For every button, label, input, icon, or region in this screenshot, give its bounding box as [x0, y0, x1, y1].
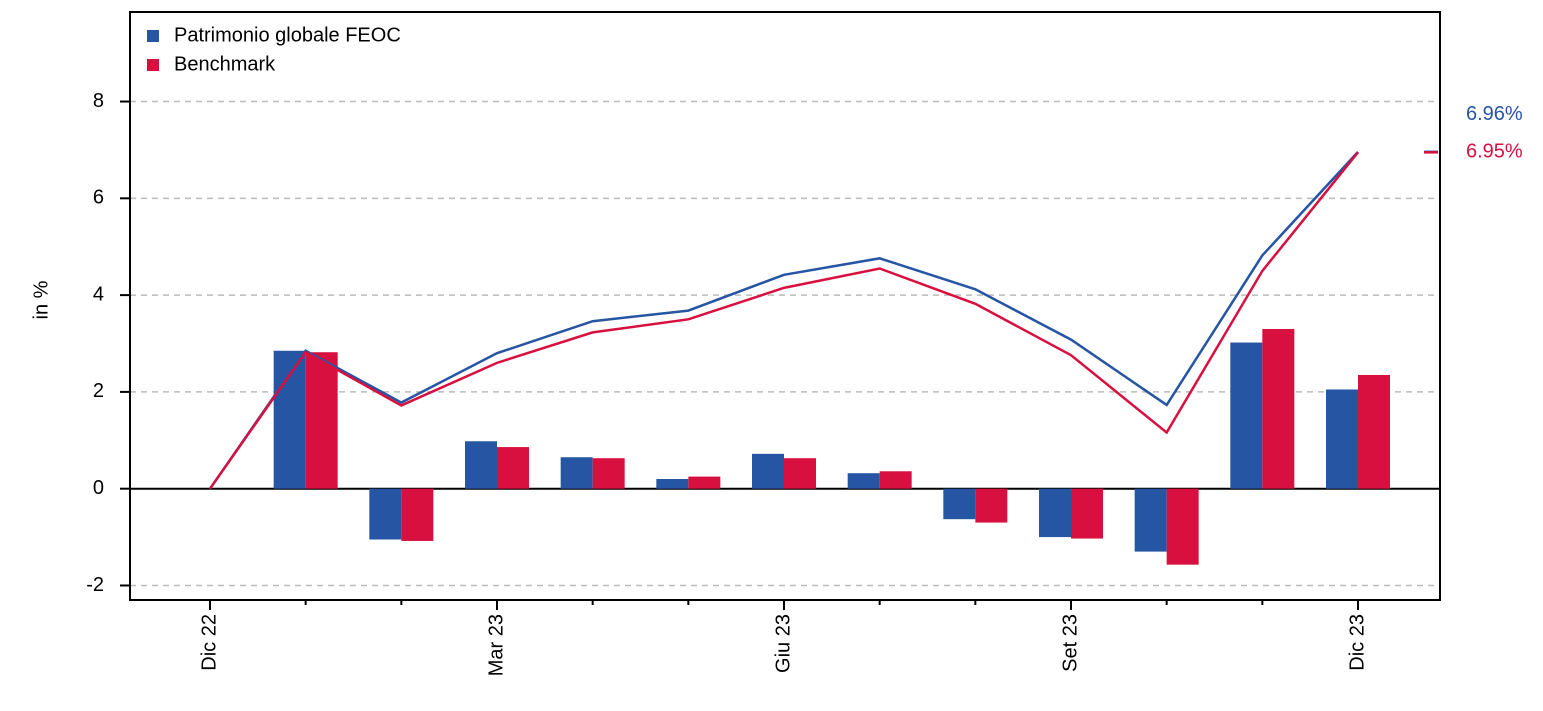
end-label: 6.96% [1466, 103, 1523, 125]
bar [1166, 488, 1199, 565]
bar [305, 352, 338, 489]
x-tick-label: Giu 23 [772, 614, 794, 673]
x-tick-label: Mar 23 [485, 614, 507, 676]
bar [752, 453, 784, 489]
legend-label: Benchmark [174, 53, 276, 75]
end-label: 6.95% [1466, 141, 1523, 163]
bar [273, 350, 306, 489]
line [208, 151, 1359, 490]
y-tick-label: 0 [93, 477, 104, 499]
bar [1326, 389, 1358, 489]
y-tick-label: 8 [93, 90, 104, 112]
x-tick-label: Dic 23 [1346, 614, 1368, 671]
legend-label: Patrimonio globale FEOC [174, 24, 401, 46]
x-tick-label: Set 23 [1059, 614, 1081, 672]
bar [560, 457, 593, 489]
bar [1230, 342, 1263, 489]
y-tick-label: -2 [86, 574, 104, 596]
bar [688, 476, 721, 489]
y-axis-label: in % [30, 280, 52, 319]
bar [1262, 328, 1295, 489]
x-tick-label: Dic 22 [198, 614, 220, 671]
y-tick-label: 6 [93, 187, 104, 209]
bar [1358, 374, 1390, 489]
bar [1039, 488, 1071, 538]
bar [497, 447, 529, 489]
bar [369, 488, 402, 540]
line [208, 151, 1359, 490]
bar [943, 488, 976, 520]
bar [1134, 488, 1167, 552]
bar [847, 473, 880, 489]
bar [1071, 488, 1103, 539]
bar [401, 488, 434, 541]
plot-frame [129, 11, 1441, 601]
bar [656, 479, 689, 489]
bar [879, 471, 912, 489]
legend-swatch [147, 59, 159, 71]
y-tick-label: 2 [93, 380, 104, 402]
bar [975, 488, 1008, 523]
bar [784, 458, 816, 489]
legend-swatch [147, 30, 159, 42]
y-tick-label: 4 [93, 283, 104, 305]
bar [592, 458, 625, 489]
bar [465, 441, 497, 489]
